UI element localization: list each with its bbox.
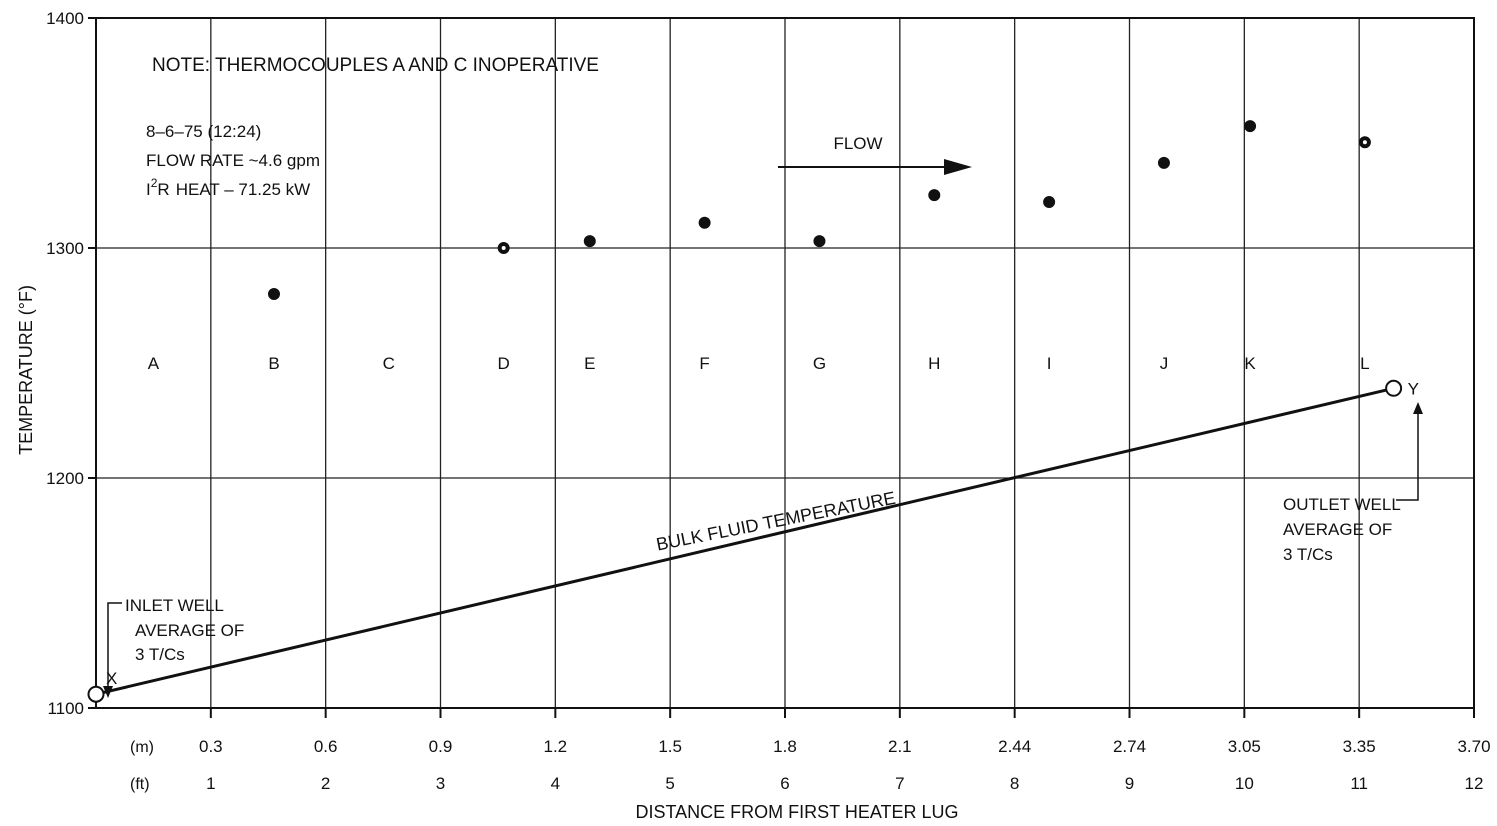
outlet-label-line-1: OUTLET WELL	[1283, 495, 1401, 514]
inlet-leader-arrow	[103, 686, 113, 698]
x-tick-label-m: 0.3	[199, 737, 223, 756]
y-tick-label: 1200	[46, 469, 84, 488]
thermocouple-label: K	[1244, 354, 1256, 373]
y-tick-label: 1300	[46, 239, 84, 258]
x-tick-label-ft: 4	[551, 774, 560, 793]
y-tick-label: 1400	[46, 9, 84, 28]
inlet-marker	[87, 685, 105, 703]
x-tick-label-m: 2.1	[888, 737, 912, 756]
x-tick-label-ft: 12	[1465, 774, 1484, 793]
data-point-center	[1362, 140, 1367, 145]
data-marks: XY	[87, 120, 1419, 703]
x-tick-label-m: 1.8	[773, 737, 797, 756]
thermocouple-label: J	[1160, 354, 1169, 373]
flow-rate-text: FLOW RATE ~4.6 gpm	[146, 151, 320, 170]
data-point	[267, 288, 280, 300]
x-tick-label-m: 0.9	[429, 737, 453, 756]
x-tick-label-m: 2.74	[1113, 737, 1146, 756]
thermocouple-label: A	[148, 354, 160, 373]
data-point	[1157, 156, 1170, 169]
heat-r: R	[157, 180, 169, 199]
outlet-leader-arrow	[1413, 402, 1423, 414]
x-tick-label-m: 1.5	[658, 737, 682, 756]
heat-value: HEAT – 71.25 kW	[176, 180, 310, 199]
x-tick-label-ft: 9	[1125, 774, 1134, 793]
flow-label: FLOW	[833, 134, 882, 153]
y-axis-label: TEMPERATURE (°F)	[16, 285, 36, 455]
x-unit-ft: (ft)	[130, 776, 150, 793]
data-point	[1043, 196, 1056, 208]
tick-labels: 1100 1200 1300 1400 0.3 0.6 0.9 1.2 1.5 1.8 2.1 2.4…	[46, 9, 1490, 793]
inlet-label-line-3: 3 T/Cs	[135, 645, 185, 664]
flow-arrow-head	[944, 159, 972, 175]
x-tick-label-m: 2.44	[998, 737, 1031, 756]
outlet-leader-line	[1396, 412, 1419, 501]
data-point	[698, 216, 711, 229]
x-tick-label-ft: 3	[436, 774, 445, 793]
data-point	[583, 235, 596, 248]
y-tick-label: 1100	[47, 699, 84, 718]
grid	[96, 18, 1474, 708]
outlet-marker	[1385, 379, 1403, 397]
thermocouple-label: D	[498, 354, 510, 373]
x-tick-label-ft: 5	[665, 774, 674, 793]
heat-text-line: I2R HEAT – 71.25 kW	[146, 176, 310, 199]
x-tick-label-ft: 8	[1010, 774, 1019, 793]
thermocouple-label: E	[584, 354, 595, 373]
data-point	[928, 189, 941, 202]
x-tick-label-ft: 2	[321, 774, 330, 793]
x-tick-label-m: 0.6	[314, 737, 338, 756]
x-tick-label-m: 3.05	[1228, 737, 1261, 756]
x-tick-label-m: 3.70	[1457, 737, 1490, 756]
x-tick-label-m: 3.35	[1343, 737, 1376, 756]
x-tick-label-ft: 1	[206, 774, 215, 793]
thermocouple-label: H	[928, 354, 940, 373]
outlet-label-line-2: AVERAGE OF	[1283, 520, 1392, 539]
data-point-center	[501, 246, 506, 250]
x-tick-label-ft: 10	[1235, 774, 1254, 793]
inlet-label-line-2: AVERAGE OF	[135, 621, 244, 640]
heat-prefix: I	[146, 180, 151, 199]
inlet-label-line-1: INLET WELL	[125, 596, 224, 615]
date-time-text: 8–6–75 (12:24)	[146, 122, 261, 141]
thermocouple-label: G	[813, 354, 826, 373]
x-unit-m: (m)	[130, 739, 154, 756]
inlet-leader-line	[107, 602, 122, 690]
x-tick-label-ft: 7	[895, 774, 904, 793]
thermocouple-label: C	[383, 354, 395, 373]
heat-superscript: 2	[151, 176, 158, 190]
x-axis-label: DISTANCE FROM FIRST HEATER LUG	[635, 802, 958, 822]
outlet-marker-label: Y	[1408, 379, 1419, 398]
bulk-line-label: BULK FLUID TEMPERATURE	[655, 488, 898, 555]
bulk-fluid-line	[95, 386, 1394, 696]
x-tick-label-ft: 6	[780, 774, 789, 793]
x-tick-label-ft: 11	[1350, 774, 1368, 793]
thermocouple-label: I	[1047, 354, 1052, 373]
thermocouple-label: B	[268, 354, 279, 373]
x-tick-label-m: 1.2	[544, 737, 568, 756]
note-text: NOTE: THERMOCOUPLES A AND C INOPERATIVE	[152, 55, 599, 76]
inlet-marker-label: X	[106, 669, 117, 688]
data-point	[1244, 120, 1257, 133]
data-point	[813, 235, 826, 248]
thermocouple-label: F	[699, 354, 709, 373]
thermocouple-label: L	[1360, 354, 1369, 373]
tick-marks	[88, 17, 1475, 718]
outlet-label-line-3: 3 T/Cs	[1283, 545, 1333, 564]
